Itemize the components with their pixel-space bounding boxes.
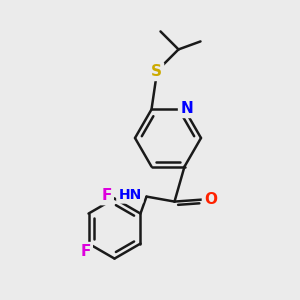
Text: F: F: [101, 188, 112, 203]
Text: S: S: [151, 64, 162, 79]
Text: F: F: [80, 244, 91, 259]
Text: HN: HN: [118, 188, 142, 202]
Text: O: O: [204, 192, 217, 207]
Text: N: N: [180, 101, 193, 116]
